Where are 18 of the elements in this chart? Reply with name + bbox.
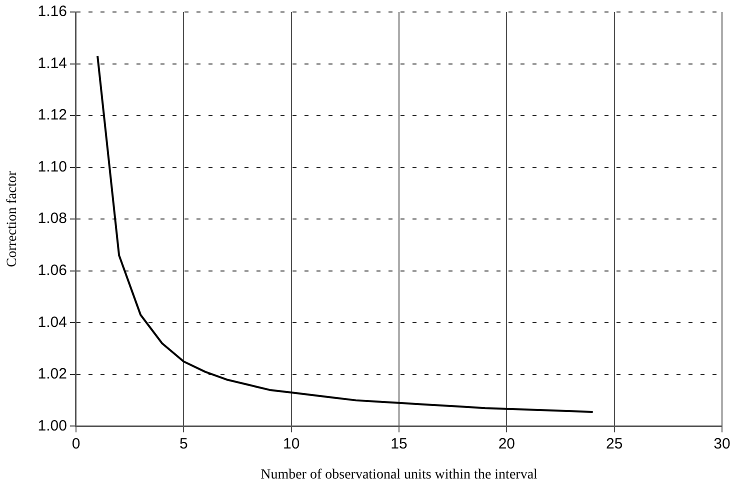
y-tick-label: 1.04 [38,314,67,331]
y-tick-label: 1.16 [38,3,67,20]
x-tick-label: 20 [498,435,516,452]
y-axis-title: Correction factor [5,170,20,268]
x-tick-label: 15 [390,435,408,452]
x-axis-title: Number of observational units within the interval [260,467,538,482]
y-tick-label: 1.06 [38,262,67,280]
y-tick-label: 1.12 [38,106,67,124]
x-tick-label: 0 [72,435,80,452]
y-tick-label: 1.00 [38,417,67,434]
y-tick-label: 1.10 [38,158,67,176]
y-tick-label: 1.08 [38,210,67,228]
x-tick-label: 30 [714,435,730,452]
x-tick-label: 25 [606,435,623,452]
x-tick-label: 5 [179,435,188,452]
y-tick-label: 1.02 [38,366,67,383]
y-tick-label: 1.14 [38,54,67,72]
x-tick-label: 10 [282,435,300,452]
